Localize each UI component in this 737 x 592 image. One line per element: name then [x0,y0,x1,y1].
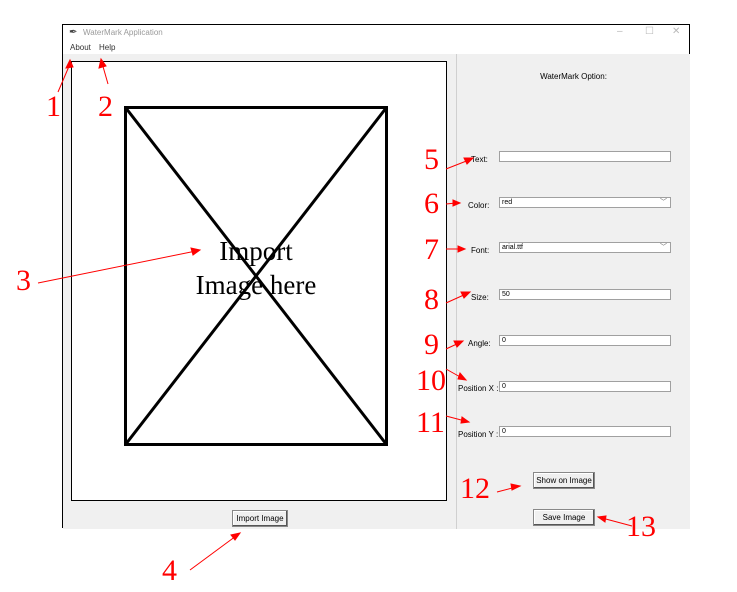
menu-help[interactable]: Help [99,43,116,52]
placeholder-text: Import Image here [124,234,388,302]
position-x-label: Position X : [458,384,499,393]
image-placeholder: Import Image here [124,106,388,446]
window-title: WaterMark Application [83,28,163,37]
feather-icon: ✒ [69,27,78,38]
position-y-label: Position Y : [458,430,499,439]
text-input[interactable] [499,151,671,162]
placeholder-cross-icon [124,106,388,446]
annotation-7: 7 [424,233,439,266]
angle-input[interactable]: 0 [499,335,671,346]
annotation-1: 1 [46,90,61,123]
annotation-2: 2 [98,90,113,123]
title-bar: ✒ WaterMark Application – ☐ ✕ [63,25,689,41]
chevron-down-icon[interactable]: ﹀ [660,244,667,251]
options-panel: WaterMark Option: Text: Color: red ﹀ Fon… [457,54,690,529]
annotation-11: 11 [416,406,445,439]
text-label: Text: [471,155,488,164]
annotation-13: 13 [626,510,656,543]
image-canvas: Import Image here [71,61,447,501]
close-button[interactable]: ✕ [672,26,681,37]
image-panel: Import Image here Import Image [63,54,456,529]
color-label: Color: [468,201,490,210]
minimize-button[interactable]: – [617,26,623,37]
save-image-button[interactable]: Save Image [533,509,595,526]
annotation-4: 4 [162,554,177,587]
import-image-button[interactable]: Import Image [232,510,288,527]
color-select[interactable]: red ﹀ [499,197,671,208]
menu-about[interactable]: About [70,43,91,52]
placeholder-line-1: Import [219,236,293,266]
options-title: WaterMark Option: [540,72,607,81]
position-x-input[interactable]: 0 [499,381,671,392]
font-value: arial.ttf [502,244,524,251]
annotation-12: 12 [460,472,490,505]
annotation-9: 9 [424,328,439,361]
font-label: Font: [471,246,490,255]
annotation-3: 3 [16,264,31,297]
size-input[interactable]: 50 [499,289,671,300]
placeholder-line-2: Image here [195,270,317,300]
angle-label: Angle: [468,339,491,348]
annotation-10: 10 [416,364,446,397]
app-window: ✒ WaterMark Application – ☐ ✕ About Help… [62,24,690,529]
annotation-8: 8 [424,283,439,316]
chevron-down-icon[interactable]: ﹀ [660,199,667,206]
size-label: Size: [471,293,489,302]
font-select[interactable]: arial.ttf ﹀ [499,242,671,253]
menu-bar: About Help [63,41,689,54]
position-y-input[interactable]: 0 [499,426,671,437]
annotation-6: 6 [424,187,439,220]
show-on-image-button[interactable]: Show on Image [533,472,595,489]
maximize-button[interactable]: ☐ [645,26,654,37]
panel-divider [456,54,457,529]
color-value: red [502,199,513,206]
annotation-5: 5 [424,143,439,176]
